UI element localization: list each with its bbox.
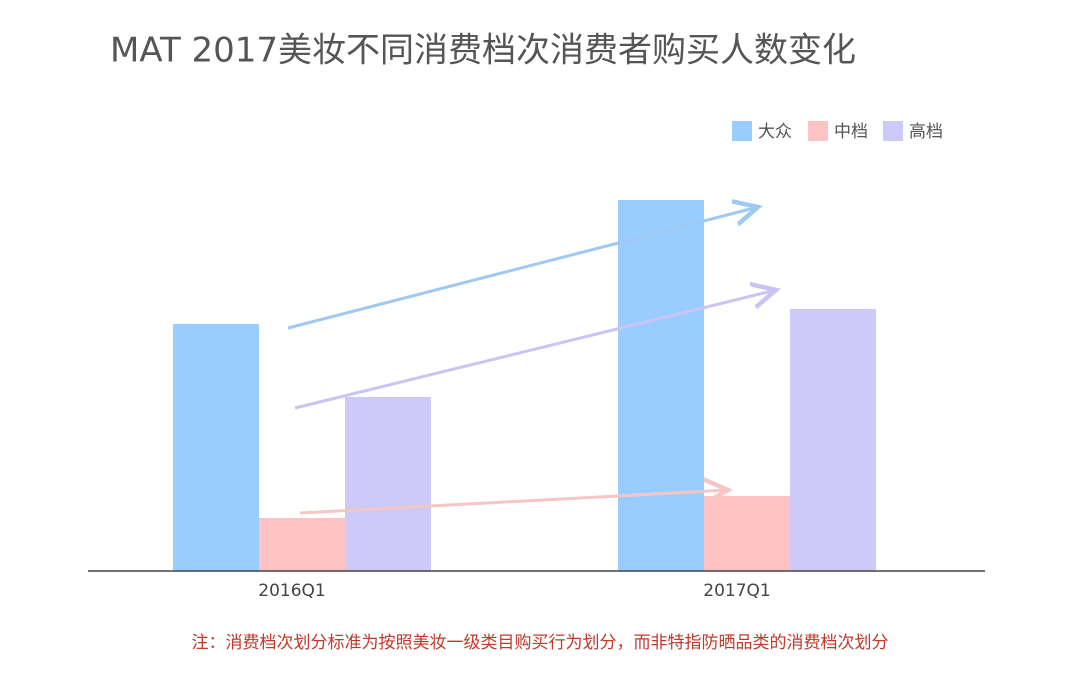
legend-swatch — [732, 121, 752, 141]
trend-arrow — [287, 207, 758, 330]
legend-label: 中档 — [834, 122, 868, 142]
bar — [790, 309, 876, 571]
bar — [259, 518, 345, 571]
footnote: 注：消费档次划分标准为按照美妆一级类目购买行为划分，而非特指防晒品类的消费档次划… — [192, 633, 889, 653]
bar — [704, 496, 790, 571]
trend-arrow — [299, 490, 728, 515]
x-tick-label: 2016Q1 — [258, 581, 325, 601]
trend-arrow — [294, 290, 776, 410]
x-tick-label: 2017Q1 — [703, 581, 770, 601]
bar — [345, 397, 431, 571]
bar — [618, 200, 704, 571]
legend-swatch — [808, 121, 828, 141]
legend-label: 高档 — [909, 122, 943, 142]
legend-label: 大众 — [758, 122, 792, 142]
chart-title: MAT 2017美妆不同消费档次消费者购买人数变化 — [110, 31, 856, 71]
legend-swatch — [883, 121, 903, 141]
bar — [173, 324, 259, 571]
